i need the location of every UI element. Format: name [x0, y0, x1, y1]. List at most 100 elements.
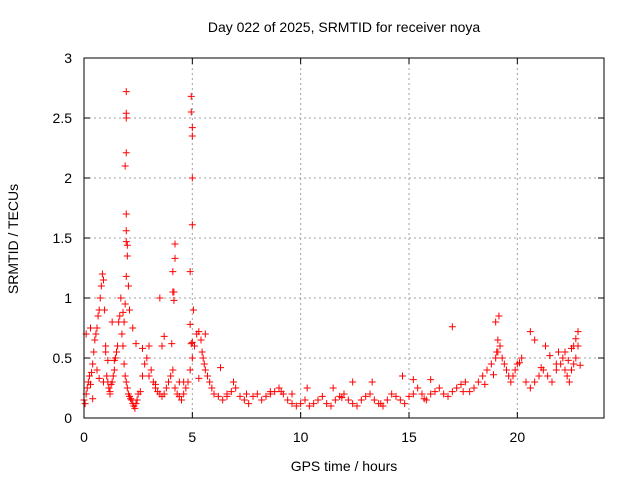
data-point — [188, 124, 196, 132]
data-point — [187, 92, 195, 100]
data-point — [223, 392, 231, 400]
data-point — [85, 372, 93, 380]
data-point — [552, 360, 560, 368]
data-point — [81, 400, 89, 408]
data-point — [266, 388, 274, 396]
data-point — [165, 378, 172, 386]
data-point — [103, 372, 111, 380]
data-point — [124, 282, 132, 290]
data-point — [188, 221, 196, 229]
data-point — [110, 366, 118, 374]
data-point — [466, 388, 474, 396]
x-tick-label: 15 — [401, 429, 417, 445]
data-point — [162, 384, 170, 392]
data-point — [444, 392, 452, 400]
data-point — [169, 268, 177, 276]
data-point — [258, 396, 266, 404]
data-point — [189, 306, 197, 314]
data-point — [329, 384, 337, 392]
data-point — [349, 400, 357, 408]
data-point — [170, 288, 178, 296]
data-point — [546, 352, 554, 360]
data-point — [171, 384, 179, 392]
x-tick-label: 0 — [80, 429, 88, 445]
data-point — [89, 360, 97, 368]
data-point — [461, 378, 469, 386]
y-tick-label: 0 — [64, 410, 72, 426]
data-point — [327, 402, 335, 410]
data-point — [500, 360, 508, 368]
chart-title: Day 022 of 2025, SRMTID for receiver noy… — [208, 19, 481, 35]
data-point — [121, 372, 129, 380]
data-point — [277, 388, 285, 396]
data-point — [188, 132, 196, 140]
data-point — [186, 366, 194, 374]
data-point — [511, 366, 519, 374]
data-points — [80, 88, 584, 412]
data-point — [284, 396, 292, 404]
data-point — [496, 342, 504, 350]
data-point — [366, 390, 374, 398]
data-point — [576, 361, 584, 369]
data-point — [98, 270, 106, 278]
data-point — [160, 390, 168, 398]
data-point — [121, 300, 129, 308]
data-point — [392, 392, 400, 400]
y-tick-label: 1 — [64, 290, 72, 306]
data-point — [208, 384, 216, 392]
data-point — [483, 366, 491, 374]
data-point — [544, 372, 552, 380]
data-point — [297, 400, 305, 408]
data-point — [186, 268, 194, 276]
data-point — [126, 306, 133, 314]
data-point — [552, 366, 560, 374]
data-point — [217, 364, 224, 372]
data-point — [188, 338, 196, 346]
data-point — [180, 390, 188, 398]
data-point — [201, 366, 209, 374]
data-point — [227, 388, 235, 396]
data-point — [253, 390, 261, 398]
data-point — [93, 324, 101, 332]
data-point — [195, 328, 203, 336]
y-tick-label: 2 — [64, 170, 72, 186]
data-point — [200, 360, 208, 368]
data-point — [102, 342, 110, 350]
data-point — [91, 336, 99, 344]
x-axis-label: GPS time / hours — [291, 458, 398, 474]
data-point — [323, 400, 331, 408]
data-point — [117, 294, 125, 302]
data-point — [440, 390, 448, 398]
data-point — [89, 395, 97, 403]
data-point — [116, 312, 124, 320]
data-point — [118, 330, 126, 338]
data-point — [526, 328, 534, 336]
data-point — [188, 174, 196, 182]
data-point — [123, 241, 131, 249]
data-point — [310, 400, 318, 408]
data-point — [101, 306, 109, 314]
data-point — [123, 252, 131, 260]
data-point — [401, 400, 409, 408]
data-point — [457, 380, 465, 388]
data-point — [559, 354, 567, 362]
data-point — [106, 388, 114, 396]
data-point — [88, 368, 96, 376]
data-point — [187, 108, 195, 116]
data-point — [132, 400, 140, 408]
data-point — [168, 340, 176, 348]
data-point — [518, 354, 526, 362]
data-point — [158, 342, 166, 350]
y-tick-label: 1.5 — [53, 230, 73, 246]
data-point — [219, 396, 227, 404]
data-point — [167, 372, 175, 380]
data-point — [120, 318, 128, 326]
y-axis-label: SRMTID / TECUs — [5, 184, 21, 294]
data-point — [396, 396, 404, 404]
data-point — [344, 396, 352, 404]
data-point — [214, 392, 222, 400]
data-point — [132, 340, 140, 348]
data-point — [548, 378, 556, 386]
data-point — [431, 388, 439, 396]
